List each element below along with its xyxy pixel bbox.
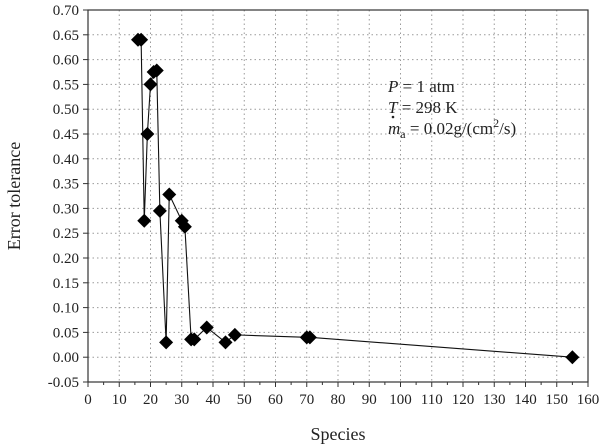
x-tick-label: 150 — [546, 392, 569, 408]
x-tick-label: 20 — [143, 392, 158, 408]
data-point — [199, 320, 214, 335]
temperature-symbol: T — [388, 98, 399, 117]
tick-label-layer: 0 10 20 30 40 50 60 70 80 90 100 110 120 130 140 150 160… — [48, 3, 600, 408]
x-axis-title: Species — [311, 424, 366, 444]
temperature-annotation: T = 298 K — [388, 98, 458, 117]
y-tick-label: 0.55 — [53, 77, 79, 93]
series-line — [138, 39, 573, 358]
y-tick-label: 0.60 — [53, 53, 79, 69]
data-point — [187, 332, 202, 347]
y-tick-label: -0.05 — [48, 375, 79, 391]
x-tick-label: 10 — [112, 392, 127, 408]
tick-layer — [83, 9, 589, 387]
data-point — [218, 335, 233, 350]
x-tick-label: 90 — [362, 392, 377, 408]
data-point — [140, 127, 155, 141]
pressure-annotation: P = 1 atm — [387, 77, 455, 96]
pressure-symbol: P — [387, 77, 398, 96]
conditions-annotation: P = 1 atm T = 298 K ma = 0.02g/(cm2/s) — [387, 77, 516, 141]
data-point — [159, 335, 174, 350]
x-tick-label: 80 — [331, 392, 346, 408]
data-point — [565, 350, 580, 365]
mass-flux-symbol: m — [388, 119, 400, 138]
mass-flux-superscript: 2 — [493, 116, 499, 130]
mass-flux-tail: /s) — [499, 119, 516, 138]
x-tick-label: 0 — [84, 392, 92, 408]
series-layer — [131, 32, 580, 365]
data-point — [143, 77, 158, 92]
plot-frame — [87, 9, 589, 383]
y-tick-label: 0.25 — [53, 226, 79, 242]
y-tick-label: 0.65 — [53, 28, 79, 44]
y-axis-title: Error tolerance — [4, 142, 24, 250]
y-tick-label: 0.10 — [53, 301, 79, 317]
grid-layer — [88, 10, 588, 382]
mass-flux-dot — [391, 115, 395, 119]
y-tick-label: 0.30 — [53, 201, 79, 217]
pressure-value: = 1 atm — [398, 77, 454, 96]
x-tick-label: 40 — [206, 392, 221, 408]
data-point — [227, 327, 242, 342]
data-point — [137, 213, 152, 228]
y-tick-label: 0.15 — [53, 276, 79, 292]
y-tick-label: 0.50 — [53, 102, 79, 118]
x-tick-label: 110 — [421, 392, 443, 408]
y-tick-label: 0.00 — [53, 350, 79, 366]
x-tick-label: 60 — [268, 392, 283, 408]
x-tick-label: 70 — [299, 392, 314, 408]
x-tick-label: 140 — [514, 392, 537, 408]
data-point — [152, 203, 167, 218]
data-point — [177, 219, 192, 234]
x-tick-label: 160 — [577, 392, 600, 408]
x-tick-label: 30 — [174, 392, 189, 408]
y-tick-label: 0.35 — [53, 177, 79, 193]
mass-flux-value: = 0.02g/(cm — [406, 119, 494, 138]
x-tick-label: 120 — [452, 392, 475, 408]
y-tick-label: 0.20 — [53, 251, 79, 267]
x-tick-label: 130 — [483, 392, 506, 408]
x-tick-label: 100 — [389, 392, 412, 408]
y-tick-label: 0.70 — [53, 3, 79, 19]
mass-flux-subscript: a — [400, 127, 406, 141]
data-point — [302, 330, 317, 345]
y-tick-label: 0.05 — [53, 325, 79, 341]
y-tick-label: 0.40 — [53, 152, 79, 168]
data-point — [162, 187, 177, 202]
x-tick-label: 50 — [237, 392, 252, 408]
temperature-value: = 298 K — [397, 98, 458, 117]
mass-flux-annotation: ma = 0.02g/(cm2/s) — [388, 116, 516, 141]
data-point — [134, 32, 149, 47]
data-point — [149, 63, 164, 78]
y-tick-label: 0.45 — [53, 127, 79, 143]
